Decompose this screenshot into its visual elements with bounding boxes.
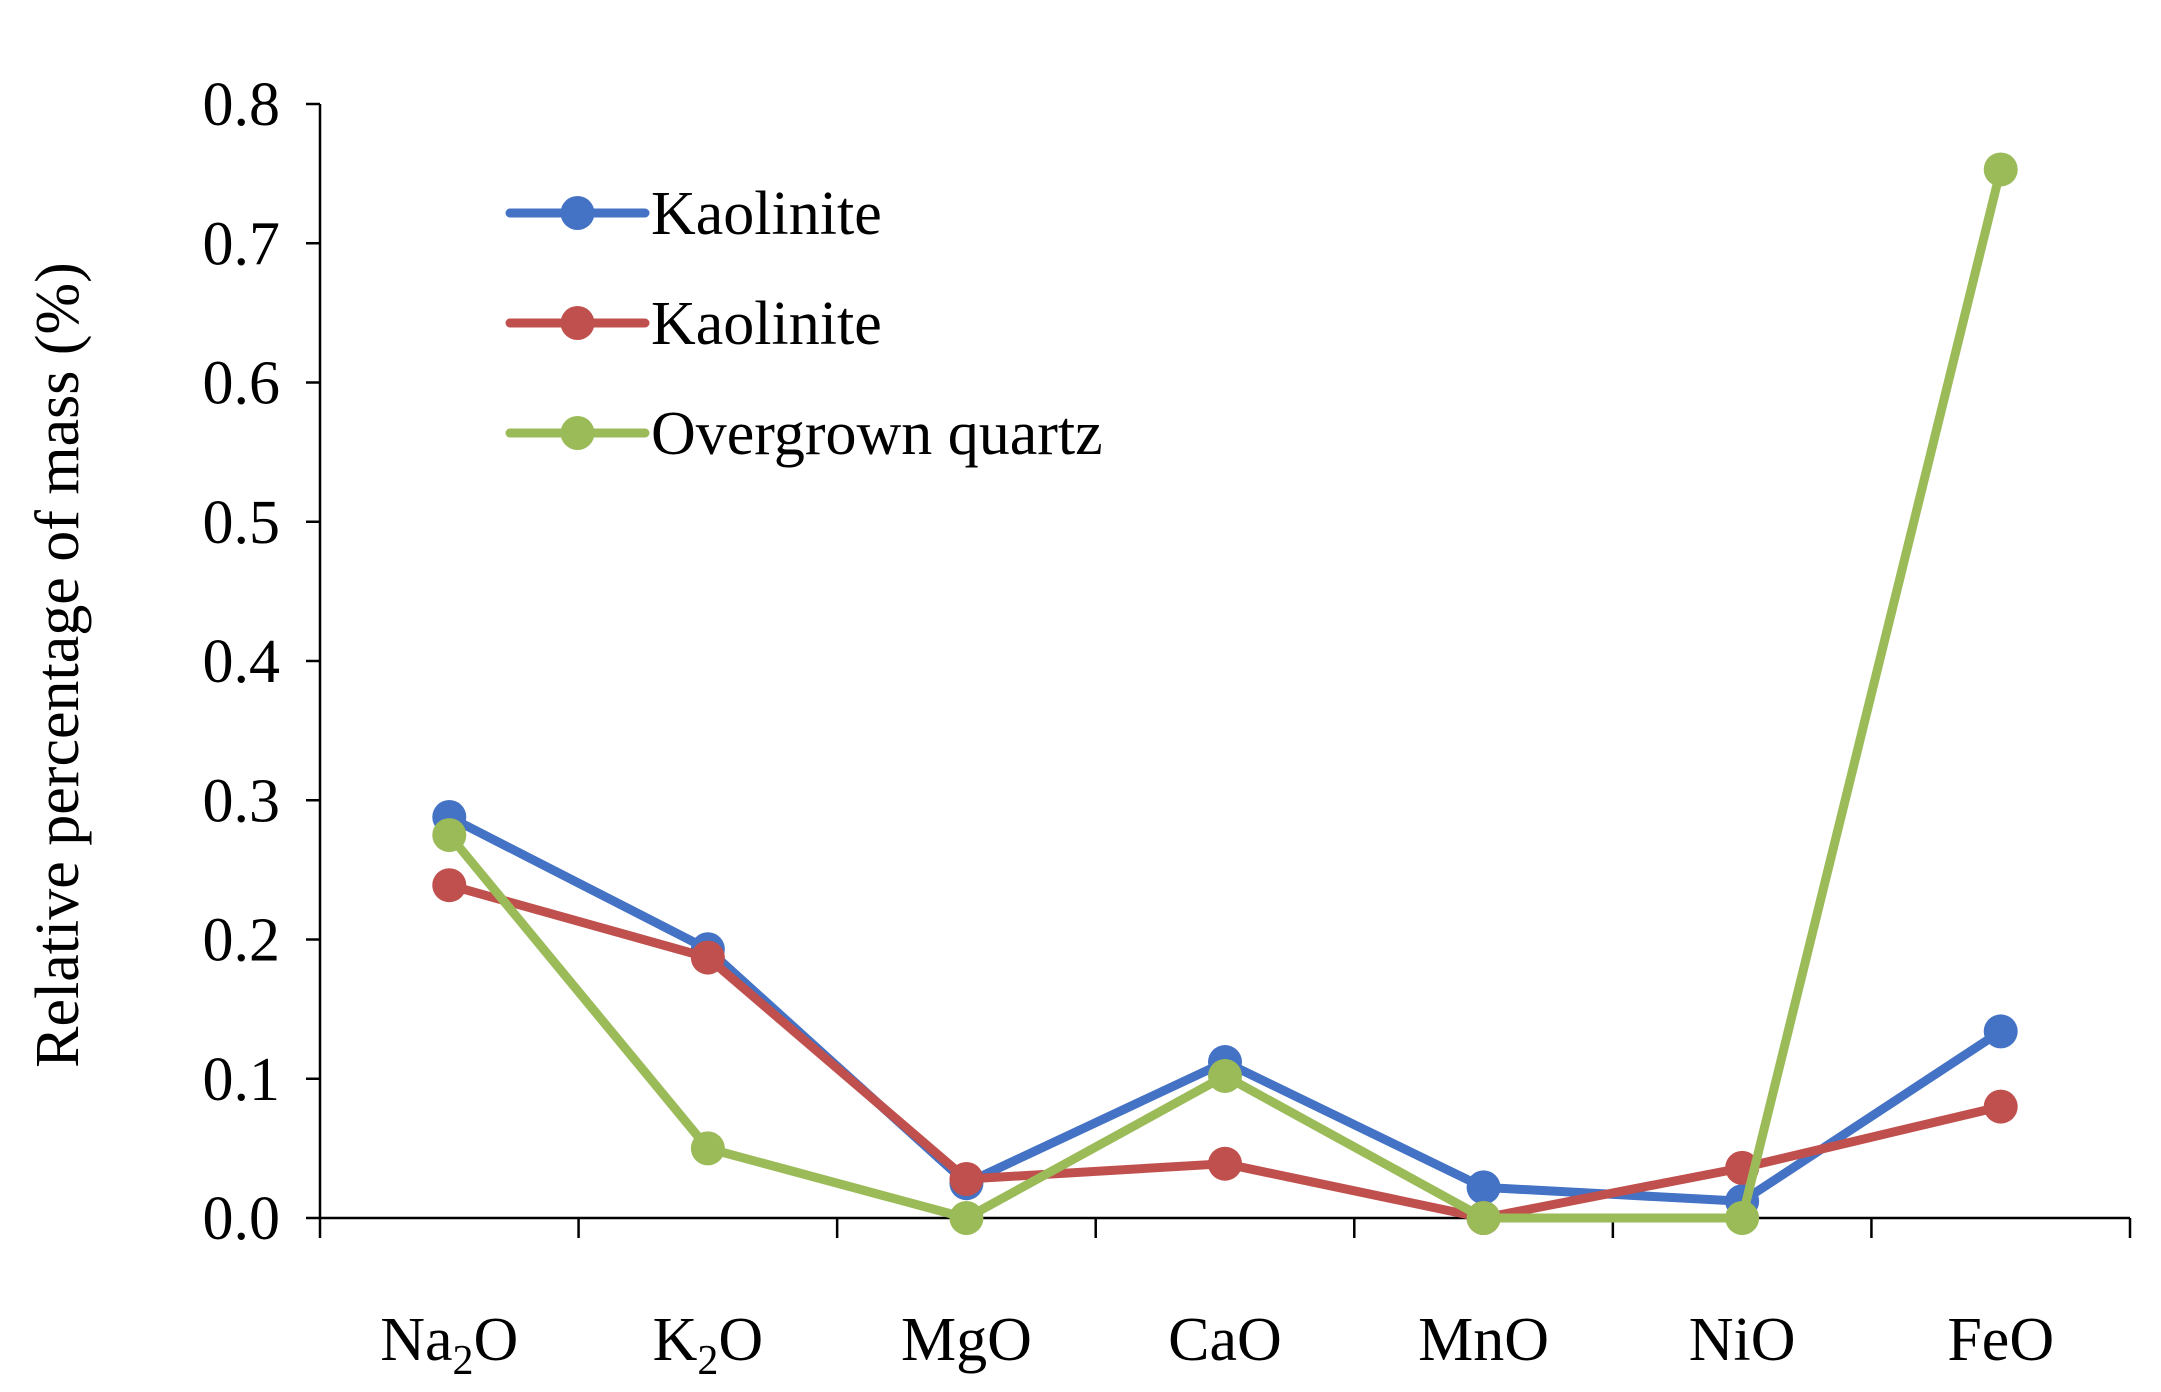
category-subscript: 2	[453, 1338, 474, 1384]
legend-marker	[560, 196, 595, 230]
category-base: K	[653, 1306, 698, 1374]
data-point	[1466, 1201, 1501, 1235]
legend-item: Kaolinite	[505, 290, 882, 358]
legend-item: Overgrown quartz	[505, 400, 1103, 468]
y-tick-label: 0.3	[203, 767, 281, 835]
y-tick-label: 0.6	[203, 350, 281, 418]
legend-label: Kaolinite	[651, 180, 882, 248]
category-base: MnO	[1418, 1306, 1549, 1374]
data-point	[432, 868, 467, 903]
category-tail: O	[718, 1306, 763, 1374]
series-2	[432, 152, 2018, 1235]
y-tick-label: 0.4	[203, 628, 281, 696]
category-base: NiO	[1689, 1306, 1796, 1374]
x-tick-label-mgo: MgO	[901, 1306, 1032, 1374]
category-base: MgO	[901, 1306, 1032, 1374]
legend-label: Overgrown quartz	[651, 400, 1103, 468]
data-point	[1983, 1014, 2018, 1049]
series-layer	[432, 152, 2018, 1235]
x-tick-label-k2o: K2O	[653, 1306, 764, 1384]
y-tick-label: 0.2	[203, 907, 281, 975]
x-tick-label-mno: MnO	[1418, 1306, 1549, 1374]
data-point	[1466, 1170, 1501, 1205]
legend-marker	[560, 306, 595, 340]
legend-label: Kaolinite	[651, 290, 882, 358]
category-tail: O	[474, 1306, 519, 1374]
data-point	[690, 940, 725, 975]
category-base: Na	[380, 1306, 452, 1374]
y-tick-label: 0.5	[203, 489, 281, 557]
x-tick-label-cao: CaO	[1168, 1306, 1282, 1374]
category-base: CaO	[1168, 1306, 1282, 1374]
data-point	[1983, 1089, 2018, 1124]
x-tick-label-na2o: Na2O	[380, 1306, 518, 1384]
data-point	[949, 1162, 984, 1197]
series-line	[444, 812, 2006, 1206]
data-point	[1208, 1146, 1242, 1181]
data-point	[1208, 1058, 1242, 1093]
x-tick-label-nio: NiO	[1689, 1306, 1796, 1374]
x-tick-label-feo: FeO	[1947, 1306, 2054, 1374]
y-tick-label: 0.0	[203, 1185, 281, 1253]
data-point	[1725, 1201, 1760, 1235]
data-point	[949, 1201, 984, 1235]
category-base: FeO	[1947, 1306, 2054, 1374]
y-tick-label: 0.7	[203, 210, 281, 278]
y-tick-label: 0.1	[203, 1046, 281, 1114]
data-point	[690, 1131, 725, 1166]
legend: Kaolinite Kaolinite Overgrown quartz	[505, 180, 1103, 468]
data-point	[432, 818, 467, 853]
y-axis-title: Relative percentage of mass (%)	[24, 262, 92, 1068]
data-point	[1983, 152, 2018, 187]
category-subscript: 2	[697, 1338, 718, 1384]
legend-marker	[560, 416, 595, 450]
y-tick-label: 0.8	[203, 71, 281, 139]
legend-item: Kaolinite	[505, 180, 882, 248]
